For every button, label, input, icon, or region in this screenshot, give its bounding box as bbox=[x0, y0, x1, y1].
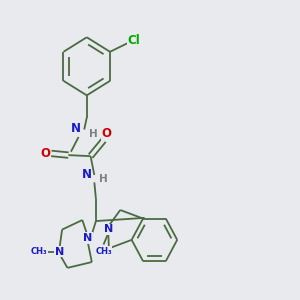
Text: H: H bbox=[89, 129, 98, 139]
Text: O: O bbox=[102, 128, 112, 140]
Text: N: N bbox=[81, 168, 92, 181]
Text: H: H bbox=[99, 174, 108, 184]
Text: CH₃: CH₃ bbox=[95, 247, 112, 256]
Text: CH₃: CH₃ bbox=[31, 247, 47, 256]
Text: N: N bbox=[55, 247, 64, 257]
Text: N: N bbox=[71, 122, 81, 135]
Text: Cl: Cl bbox=[128, 34, 140, 47]
Text: N: N bbox=[83, 233, 93, 243]
Text: N: N bbox=[103, 224, 113, 234]
Text: O: O bbox=[41, 147, 51, 160]
